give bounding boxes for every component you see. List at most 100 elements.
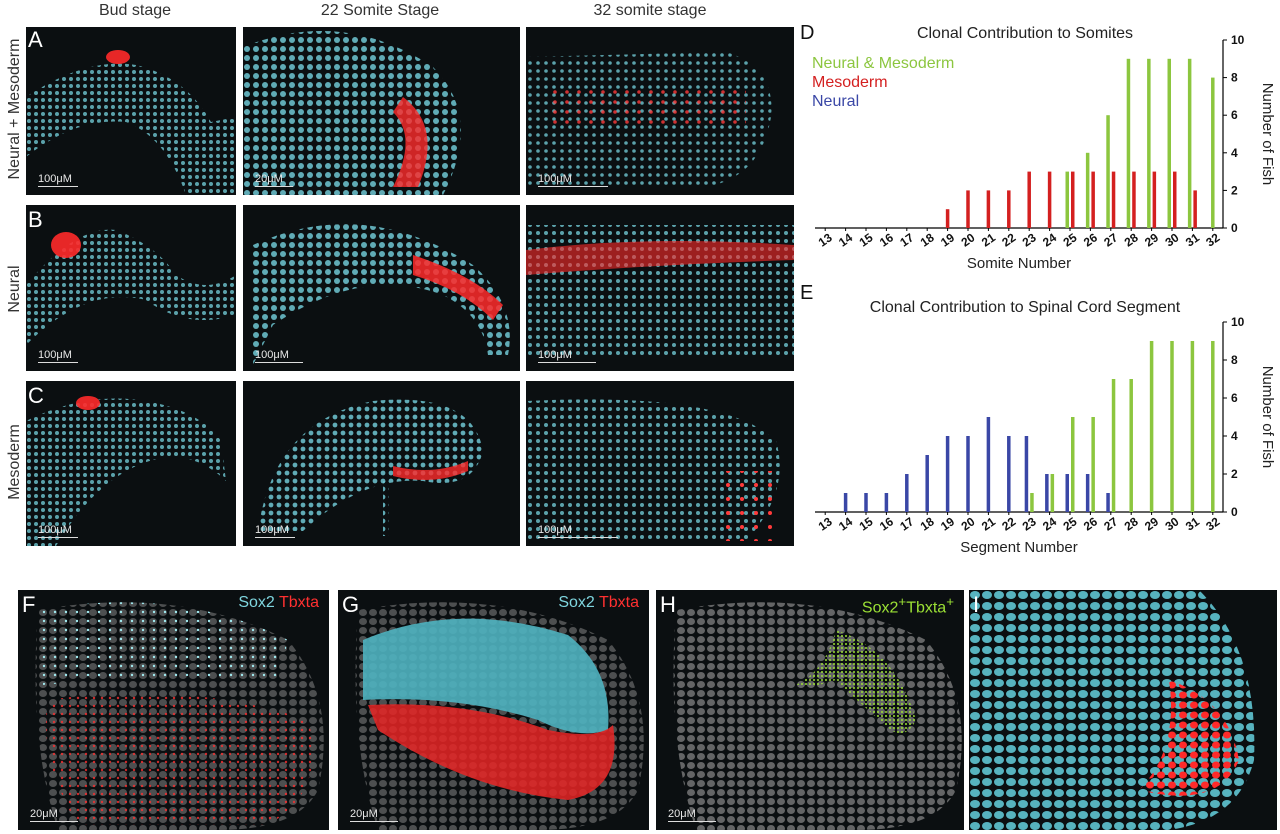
channel-label: Sox2+Tbxta+ xyxy=(861,594,954,617)
x-tick-label: 31 xyxy=(1183,230,1202,249)
y-tick-label: 2 xyxy=(1231,183,1238,197)
x-tick-label: 23 xyxy=(1020,230,1039,249)
x-tick-label: 19 xyxy=(938,230,957,249)
micrograph-h: H Sox2+Tbxta+ 20μM xyxy=(656,590,964,830)
x-tick-label: 24 xyxy=(1040,514,1059,533)
column-title-bud-stage: Bud stage xyxy=(98,2,172,19)
scale-bar: 20μM xyxy=(668,808,716,822)
x-tick-label: 30 xyxy=(1163,230,1182,249)
y-tick-label: 2 xyxy=(1231,467,1238,481)
micrograph-b-22somite: 100μM xyxy=(243,205,520,371)
x-tick-label: 27 xyxy=(1101,230,1120,249)
bar xyxy=(1007,436,1011,512)
x-tick-label: 31 xyxy=(1183,514,1202,533)
x-tick-label: 17 xyxy=(897,514,916,533)
x-tick-label: 29 xyxy=(1142,514,1161,533)
y-axis-label: Number of Fish xyxy=(1259,366,1276,469)
tissue-illustration xyxy=(526,399,780,541)
y-tick-label: 6 xyxy=(1231,391,1238,405)
x-tick-label: 25 xyxy=(1061,514,1080,533)
bar xyxy=(1132,171,1136,228)
tissue-illustration xyxy=(355,602,644,830)
bar xyxy=(1211,77,1215,228)
row-label-neural-mesoderm: Neural + Mesoderm xyxy=(6,38,23,180)
panel-letter: A xyxy=(28,27,43,52)
panel-letter: B xyxy=(28,207,43,232)
y-tick-label: 0 xyxy=(1231,505,1238,519)
y-tick-label: 0 xyxy=(1231,221,1238,235)
row-label-mesoderm: Mesoderm xyxy=(6,424,23,500)
bar xyxy=(1173,171,1177,228)
bar xyxy=(986,190,991,228)
y-tick-label: 6 xyxy=(1231,108,1238,122)
scale-bar: 100μM xyxy=(38,173,78,187)
panel-letter: F xyxy=(22,592,36,617)
legend-neural-mesoderm: Neural & Mesoderm xyxy=(812,55,955,72)
bar xyxy=(945,209,950,228)
tissue-illustration xyxy=(26,50,236,195)
tissue-illustration xyxy=(673,602,962,830)
tissue-illustration xyxy=(526,225,794,355)
legend-mesoderm: Mesoderm xyxy=(812,74,888,91)
panel-letter: G xyxy=(342,592,360,617)
x-tick-label: 15 xyxy=(857,514,876,533)
scale-bar: 20μM xyxy=(30,808,78,822)
panel-letter-d: D xyxy=(800,22,815,44)
tissue-illustration xyxy=(253,224,510,365)
x-tick-label: 26 xyxy=(1081,514,1100,533)
y-tick-label: 8 xyxy=(1231,71,1238,85)
x-tick-label: 32 xyxy=(1203,230,1222,249)
x-tick-label: 16 xyxy=(877,514,896,533)
bar xyxy=(1126,58,1131,228)
x-tick-label: 21 xyxy=(979,230,998,249)
micrograph-b-32somite: 100μM xyxy=(526,205,794,371)
tissue-illustration xyxy=(26,229,236,345)
panel-letter: C xyxy=(28,383,44,408)
x-tick-label: 13 xyxy=(816,514,835,533)
x-tick-label: 14 xyxy=(836,514,855,533)
bar xyxy=(1085,474,1090,512)
x-tick-label: 14 xyxy=(836,230,855,249)
scale-bar: 100μM xyxy=(538,173,608,187)
column-title-32-somite: 32 somite stage xyxy=(593,2,707,19)
x-tick-label: 24 xyxy=(1040,230,1059,249)
channel-label: Sox2 Tbxta xyxy=(238,594,319,611)
x-tick-label: 30 xyxy=(1163,514,1182,533)
bar xyxy=(966,436,970,512)
bar xyxy=(1167,58,1171,228)
tissue-illustration xyxy=(35,602,324,830)
bar xyxy=(1045,474,1049,512)
micrograph-a-22somite: 20μM xyxy=(243,27,520,195)
x-tick-label: 18 xyxy=(918,230,937,249)
bar xyxy=(1007,190,1011,228)
bar xyxy=(966,190,970,228)
bar xyxy=(1193,190,1197,228)
scale-bar: 100μM xyxy=(538,349,596,363)
y-tick-label: 10 xyxy=(1231,33,1245,47)
tissue-illustration xyxy=(243,31,461,195)
bar xyxy=(1106,493,1110,512)
bar xyxy=(1030,493,1034,512)
micrograph-a-bud: A 100μM xyxy=(26,27,236,195)
x-tick-label: 22 xyxy=(999,514,1018,533)
bar xyxy=(945,436,950,512)
bar xyxy=(1065,474,1069,512)
y-tick-label: 4 xyxy=(1231,146,1238,160)
scale-bar: 100μM xyxy=(255,349,303,363)
bar xyxy=(1111,379,1116,512)
x-tick-label: 17 xyxy=(897,230,916,249)
x-tick-label: 15 xyxy=(857,230,876,249)
bar xyxy=(1170,341,1174,512)
bar xyxy=(1065,171,1069,228)
chart-somites: Clonal Contribution to Somites0246810Num… xyxy=(815,25,1276,272)
x-tick-label: 20 xyxy=(959,514,978,533)
bar xyxy=(1106,115,1110,228)
scale-bar: 20μM xyxy=(255,173,293,187)
bar xyxy=(1190,341,1195,512)
panel-letter: I xyxy=(973,592,980,617)
column-title-22-somite: 22 Somite Stage xyxy=(320,2,440,19)
bar xyxy=(1050,474,1055,512)
y-tick-label: 8 xyxy=(1231,353,1238,367)
micrograph-g: G Sox2 Tbxta 20μM xyxy=(338,590,649,830)
bar xyxy=(905,474,909,512)
